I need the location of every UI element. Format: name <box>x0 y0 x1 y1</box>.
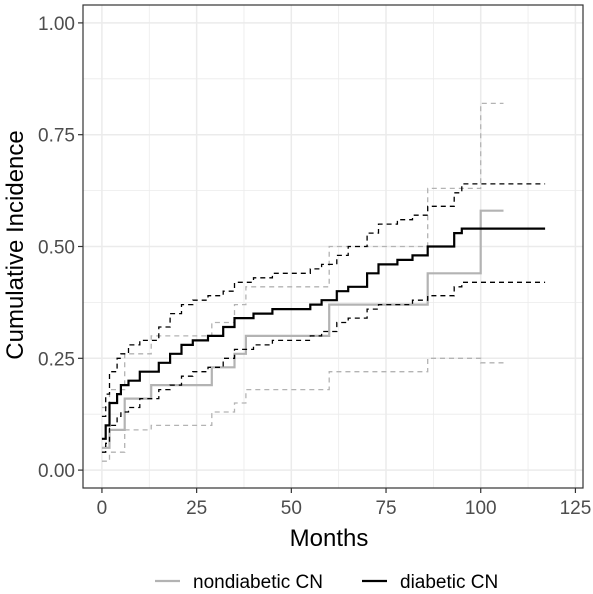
series-nondiabetic-cn-lower-95-ci <box>101 357 504 462</box>
x-tick-label: 75 <box>375 498 396 519</box>
series-lines <box>101 102 546 462</box>
x-tick-label: 125 <box>560 498 592 519</box>
x-tick-label: 100 <box>465 498 497 519</box>
legend-label-nondiabetic: nondiabetic CN <box>193 572 323 593</box>
axis-ticks: 0 25 50 75 100 125 0.00 0.25 0.50 0.75 1.00 <box>38 14 591 519</box>
legend-label-diabetic: diabetic CN <box>400 572 498 593</box>
y-axis-title: Cumulative Incidence <box>2 130 29 359</box>
grid-lines <box>83 5 583 488</box>
y-tick-label: 0.00 <box>38 461 75 482</box>
x-tick-label: 50 <box>281 498 302 519</box>
y-tick-label: 1.00 <box>38 14 75 35</box>
y-tick-label: 0.50 <box>38 238 75 259</box>
y-tick-label: 0.25 <box>38 349 75 370</box>
series-nondiabetic-cn <box>101 209 504 449</box>
series-diabetic-cn-lower-95-ci <box>101 281 546 453</box>
x-tick-label: 25 <box>186 498 207 519</box>
legend: nondiabetic CN diabetic CN <box>155 572 498 593</box>
x-tick-label: 0 <box>97 498 108 519</box>
series-diabetic-cn <box>101 227 546 440</box>
x-axis-title: Months <box>290 525 369 552</box>
y-tick-label: 0.75 <box>38 126 75 147</box>
